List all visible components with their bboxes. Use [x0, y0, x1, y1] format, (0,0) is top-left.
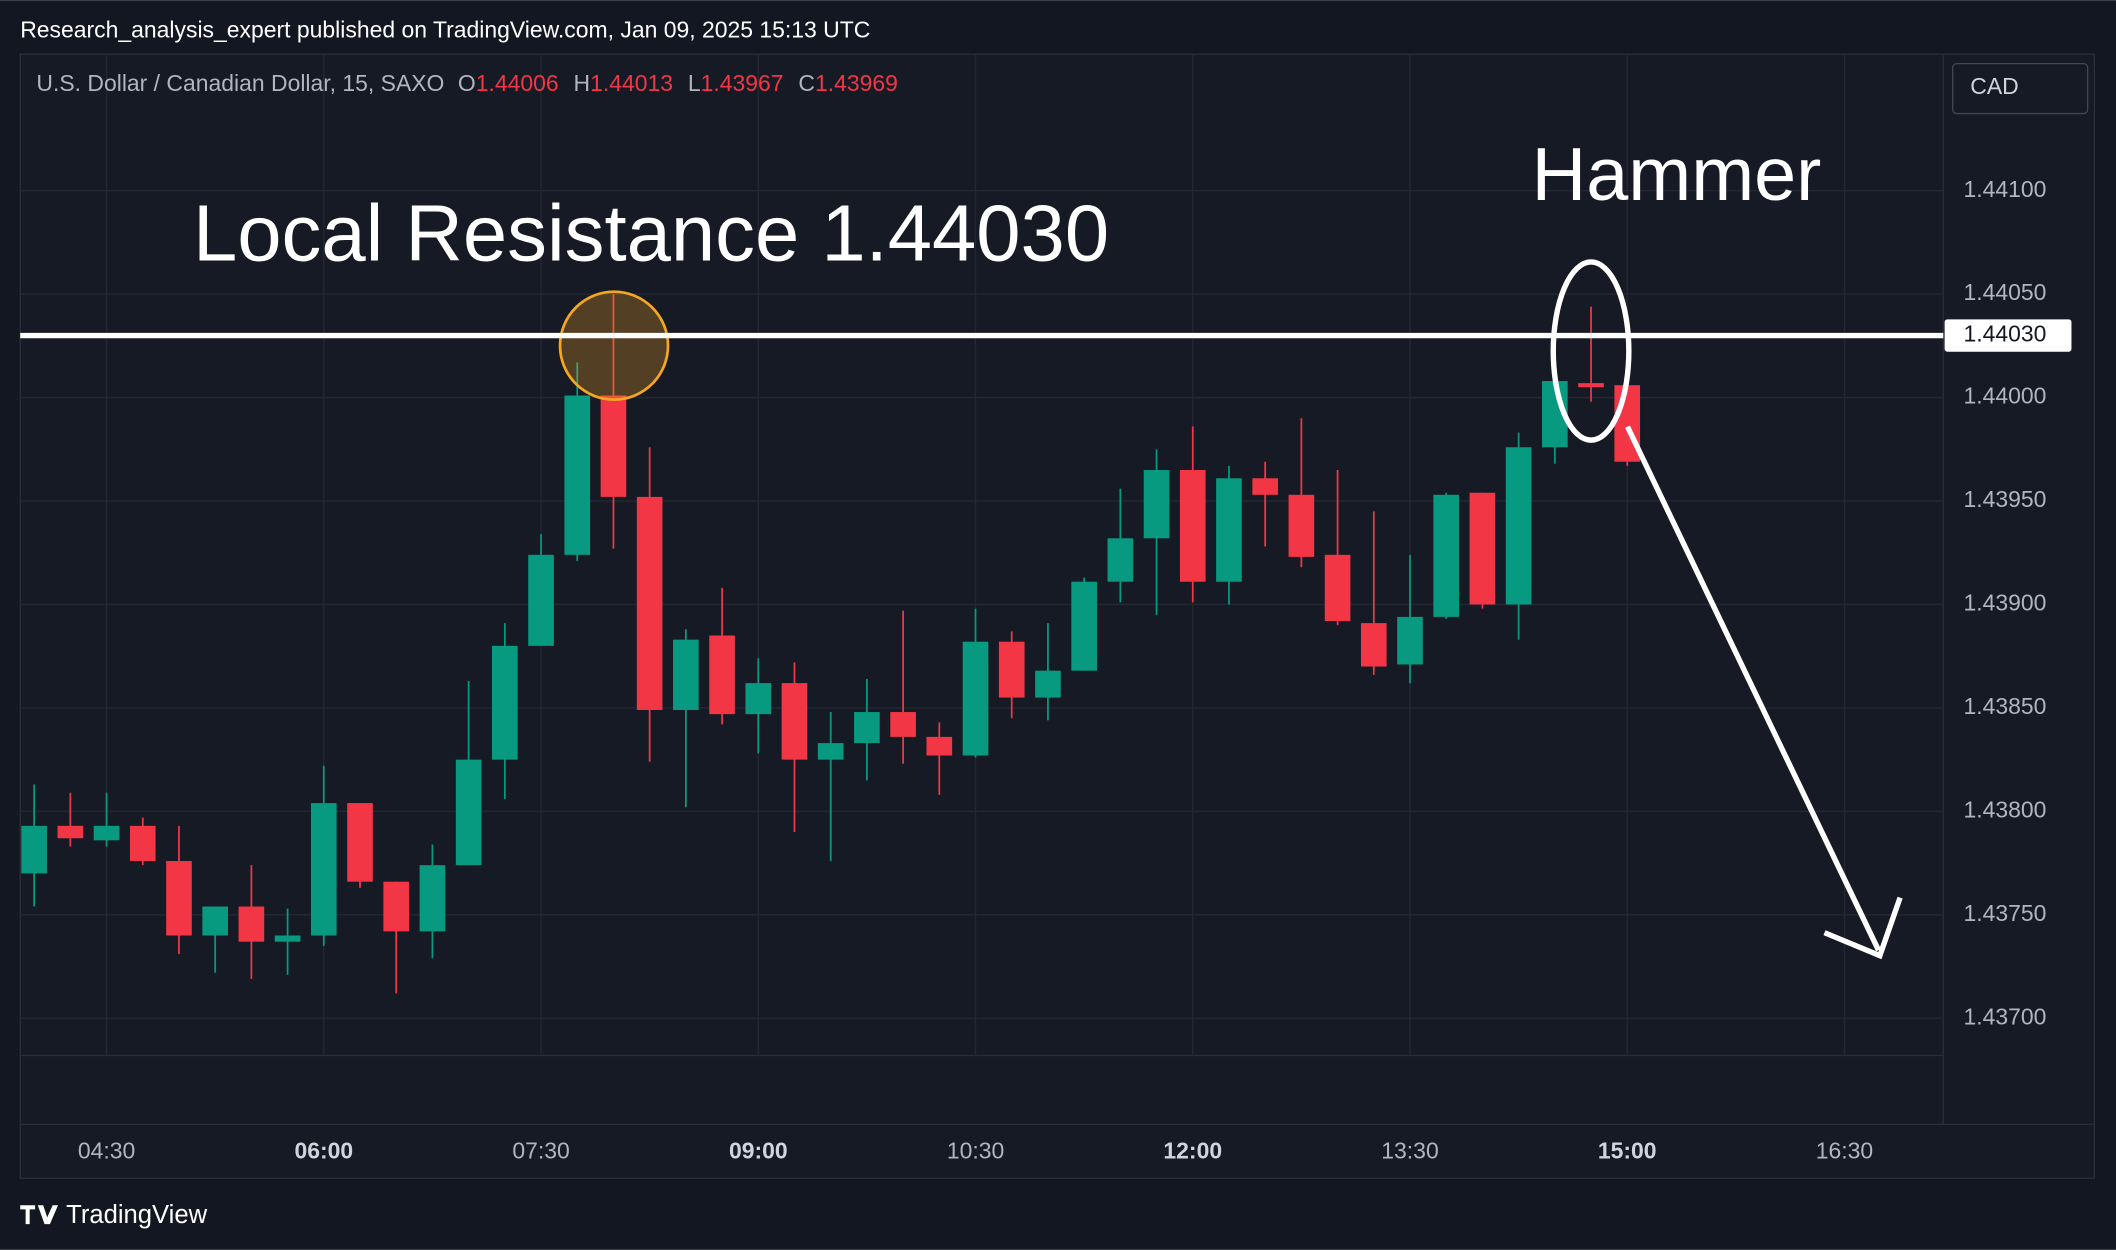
- candle-body: [673, 639, 699, 710]
- y-tick-label: 1.44000: [1964, 383, 2047, 409]
- y-tick-label: 1.44100: [1964, 176, 2047, 202]
- ohlc-value: 1.44006: [476, 70, 559, 96]
- symbol-legend: U.S. Dollar / Canadian Dollar, 15, SAXO O…: [36, 70, 897, 96]
- candle-body: [1143, 470, 1170, 539]
- symbol-name: U.S. Dollar / Canadian Dollar, 15, SAXO: [36, 70, 444, 96]
- y-tick-label: 1.43950: [1964, 486, 2047, 512]
- candle-body: [564, 395, 591, 555]
- candle-body: [1360, 623, 1387, 667]
- chart-frame: [19, 53, 2096, 1179]
- resistance-price-box: [1944, 319, 2072, 352]
- ohlc-letter: L: [688, 70, 701, 96]
- candle-body: [1578, 383, 1604, 388]
- candle-body: [21, 825, 47, 874]
- y-tick-label: 1.43850: [1964, 693, 2047, 719]
- candle-body: [1324, 554, 1351, 622]
- candle-body: [781, 683, 808, 760]
- ohlc-letter: H: [574, 70, 591, 96]
- candle-body: [1035, 670, 1061, 698]
- candle-body: [238, 906, 265, 942]
- candles: [21, 294, 1641, 994]
- candle-body: [709, 635, 735, 715]
- candle-body: [998, 641, 1025, 698]
- hammer-annotation: Hammer: [1532, 133, 1822, 217]
- candle-body: [1433, 494, 1460, 617]
- candle-body: [347, 803, 373, 882]
- overlay: [558, 259, 1903, 960]
- candle-body: [1216, 478, 1242, 582]
- candle-body: [383, 881, 410, 932]
- candle-body: [1397, 616, 1423, 665]
- hammer-ellipse: [1550, 259, 1632, 443]
- candle-body: [310, 803, 337, 936]
- ohlc-letter: C: [798, 70, 815, 96]
- x-tick-label: 12:00: [1163, 1138, 1222, 1164]
- x-tick-label: 10:30: [947, 1138, 1004, 1164]
- currency-box[interactable]: [1952, 62, 2089, 115]
- candle-body: [600, 395, 627, 497]
- y-tick-label: 1.43750: [1964, 900, 2047, 926]
- candle-body: [1252, 478, 1278, 495]
- candle-body: [492, 645, 518, 760]
- candle-body: [1288, 494, 1315, 557]
- ohlc-letter: O: [458, 70, 476, 96]
- x-tick-label: 15:00: [1598, 1138, 1657, 1164]
- candle-body: [962, 641, 989, 756]
- ohlc-value: 1.43967: [701, 70, 784, 96]
- x-tick-label: 09:00: [729, 1138, 788, 1164]
- candle-body: [1071, 581, 1097, 671]
- footer-brand: TradingView: [66, 1201, 208, 1229]
- candle-body: [817, 743, 844, 760]
- logo: TradingView: [20, 1201, 208, 1229]
- arrow-shaft: [1625, 425, 1881, 952]
- x-tick-label: 06:00: [294, 1138, 353, 1164]
- candle-body: [274, 935, 301, 942]
- resistance-annotation: Local Resistance 1.44030: [193, 189, 1109, 278]
- ohlc-value: 1.43969: [815, 70, 898, 96]
- y-tick-label: 1.43800: [1964, 796, 2047, 822]
- candle-body: [419, 865, 446, 932]
- candle-body: [202, 906, 228, 936]
- y-tick-label: 1.43700: [1964, 1003, 2047, 1029]
- candle-body: [455, 759, 482, 866]
- x-tick-label: 07:30: [512, 1138, 569, 1164]
- resistance-touch-circle: [558, 290, 670, 401]
- candle-body: [93, 825, 120, 841]
- logo-icon: [20, 1205, 59, 1225]
- arrow-head: [1823, 896, 1903, 960]
- candle-body: [854, 712, 880, 744]
- currency-label[interactable]: CAD: [1970, 73, 2018, 99]
- candle-body: [636, 496, 663, 710]
- candle-body: [129, 825, 156, 862]
- candle-body: [528, 554, 554, 646]
- resistance-price-label: 1.44030: [1964, 321, 2047, 347]
- candle-body: [890, 712, 916, 737]
- x-tick-label: 16:30: [1816, 1138, 1873, 1164]
- y-tick-label: 1.44050: [1964, 279, 2047, 305]
- candle-body: [57, 825, 84, 839]
- x-tick-label: 04:30: [78, 1138, 135, 1164]
- x-tick-label: 13:30: [1381, 1138, 1438, 1164]
- publisher-header: Research_analysis_expert published on Tr…: [20, 16, 870, 42]
- candle-body: [1469, 492, 1496, 605]
- ohlc-value: 1.44013: [590, 70, 673, 96]
- y-tick-label: 1.43900: [1964, 590, 2047, 616]
- candle-body: [926, 736, 953, 756]
- candle-body: [1179, 470, 1206, 582]
- candle-body: [166, 861, 192, 936]
- candle-body: [1107, 538, 1134, 582]
- candle-body: [1505, 447, 1532, 605]
- candle-body: [745, 683, 772, 715]
